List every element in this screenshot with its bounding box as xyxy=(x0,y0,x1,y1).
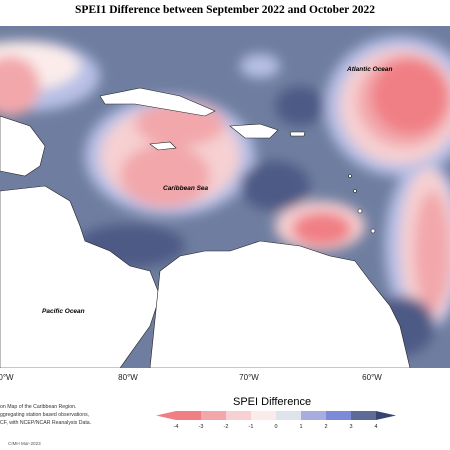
longitude-label: 60°W xyxy=(362,373,382,382)
legend-tick: 2 xyxy=(324,424,328,430)
caribbean-sea-label: Caribbean Sea xyxy=(163,185,209,192)
longitude-label: 70°W xyxy=(239,373,259,382)
legend-arrow-high xyxy=(376,411,396,420)
legend-tick: 1 xyxy=(299,424,303,430)
legend-swatch xyxy=(251,411,276,420)
source-note: on Map of the Caribbean Region. xyxy=(0,404,77,410)
legend-tick: 0 xyxy=(274,424,278,430)
legend-colorbar xyxy=(156,411,396,420)
pacific-ocean-label: Pacific Ocean xyxy=(42,308,85,315)
legend-swatch xyxy=(276,411,301,420)
legend-swatch xyxy=(326,411,351,420)
legend-tick: 4 xyxy=(374,424,378,430)
legend-swatch xyxy=(301,411,326,420)
spei-map: Atlantic Ocean Caribbean Sea Pacific Oce… xyxy=(0,26,450,368)
legend-swatch xyxy=(351,411,376,420)
source-note: ggregating station based observations, xyxy=(0,412,90,418)
legend-swatch xyxy=(226,411,251,420)
legend-swatch xyxy=(201,411,226,420)
land-mass xyxy=(0,87,411,368)
atlantic-ocean-label: Atlantic Ocean xyxy=(346,66,393,73)
source-note: CF, with NCEP/NCAR Reanalysis Data. xyxy=(0,420,92,426)
legend-arrow-low xyxy=(156,411,176,420)
legend-title: SPEI Difference xyxy=(233,396,312,408)
legend-tick: -1 xyxy=(248,424,254,430)
longitude-label: 80°W xyxy=(118,373,138,382)
longitude-label: 0°W xyxy=(0,373,14,382)
map-labels: Atlantic Ocean Caribbean Sea Pacific Oce… xyxy=(42,66,393,315)
spei-field xyxy=(0,36,450,356)
legend-tick: 3 xyxy=(349,424,353,430)
legend-swatch xyxy=(176,411,201,420)
legend-tick: -2 xyxy=(223,424,229,430)
legend-tick: -3 xyxy=(198,424,204,430)
map-title: SPEI1 Difference between September 2022 … xyxy=(75,4,375,16)
legend-tick: -4 xyxy=(173,424,179,430)
credit-text: CIMH Mar-2023 xyxy=(8,441,41,446)
